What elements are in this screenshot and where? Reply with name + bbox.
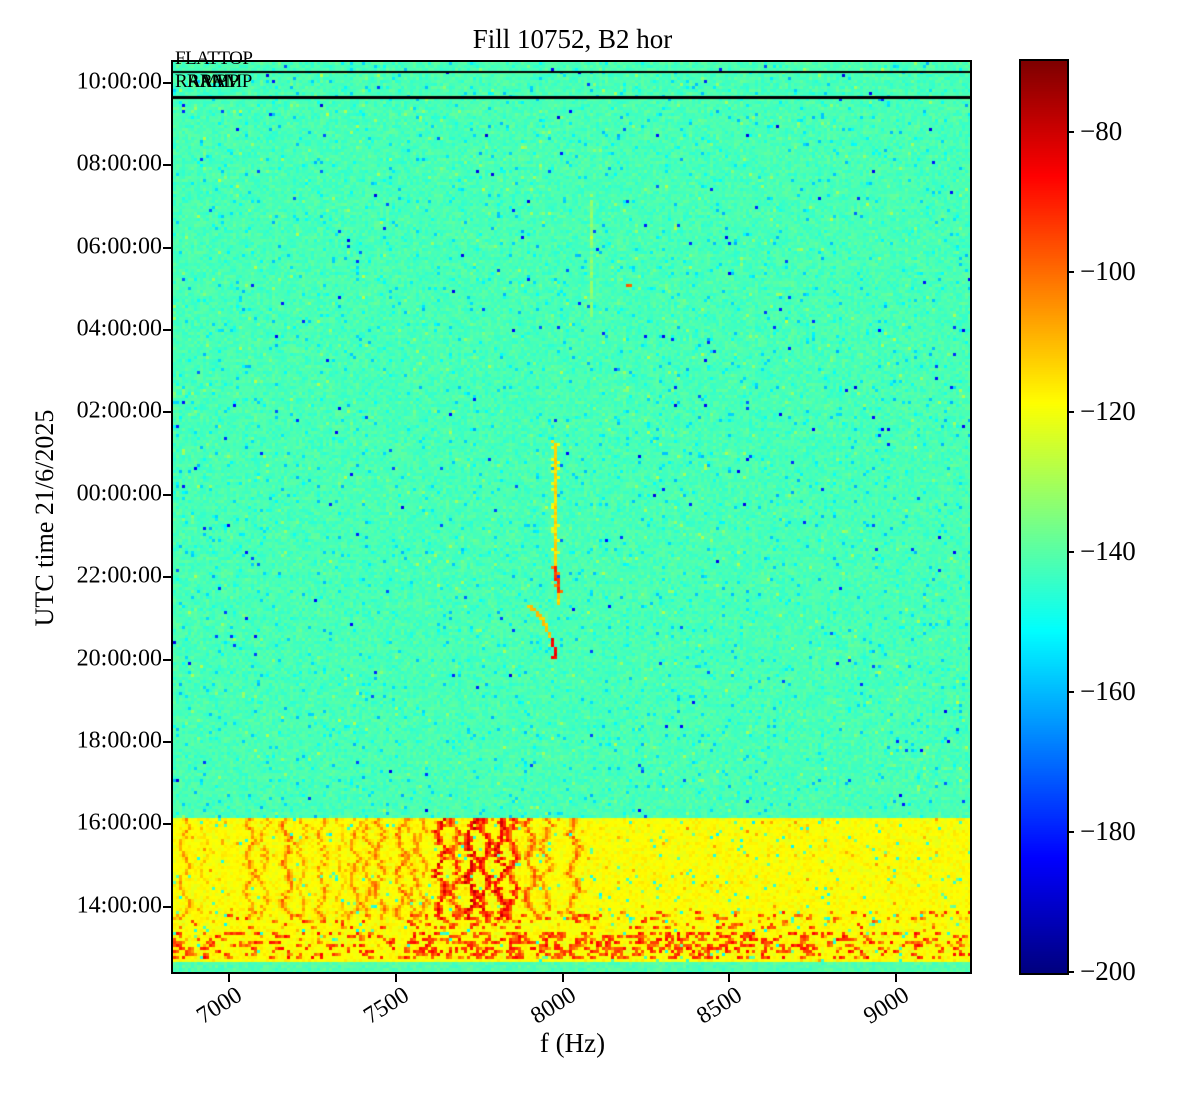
colorbar-tick-label: −140 bbox=[1080, 535, 1136, 566]
colorbar-tick-mark bbox=[1067, 970, 1074, 973]
x-tick-label: 8000 bbox=[525, 982, 581, 1030]
colorbar-tick-label: −80 bbox=[1080, 115, 1123, 146]
y-axis-label: UTC time 21/6/2025 bbox=[30, 409, 59, 627]
colorbar-tick-mark bbox=[1067, 270, 1074, 273]
colorbar-tick-mark bbox=[1067, 550, 1074, 553]
y-tick-mark bbox=[163, 411, 171, 414]
y-tick-mark bbox=[163, 329, 171, 332]
y-tick-label: 04:00:00 bbox=[76, 315, 162, 342]
x-tick-mark bbox=[895, 974, 898, 982]
x-tick-label: 7500 bbox=[359, 982, 414, 1030]
x-tick-label: 7000 bbox=[192, 982, 247, 1030]
colorbar-tick-label: −160 bbox=[1080, 675, 1136, 706]
x-tick-mark bbox=[228, 974, 231, 982]
y-tick-mark bbox=[163, 823, 171, 826]
y-tick-label: 08:00:00 bbox=[76, 150, 162, 177]
colorbar-tick-label: −180 bbox=[1080, 815, 1136, 846]
x-tick-label: 9000 bbox=[859, 982, 915, 1030]
beam-mode-label-ramp-1: RAMP bbox=[175, 71, 227, 92]
colorbar-tick-label: −200 bbox=[1080, 955, 1136, 986]
x-tick-label: 8500 bbox=[692, 982, 748, 1030]
y-tick-label: 00:00:00 bbox=[76, 480, 162, 507]
y-tick-label: 02:00:00 bbox=[76, 397, 162, 424]
colorbar bbox=[1019, 59, 1069, 975]
y-tick-mark bbox=[163, 658, 171, 661]
x-axis-label: f (Hz) bbox=[539, 1028, 606, 1058]
colorbar-tick-mark bbox=[1067, 690, 1074, 693]
beam-mode-label-ramp-2: RAMP bbox=[187, 71, 239, 92]
colorbar-tick-mark bbox=[1067, 410, 1074, 413]
y-tick-mark bbox=[163, 740, 171, 743]
y-tick-label: 14:00:00 bbox=[76, 891, 162, 918]
y-tick-mark bbox=[163, 493, 171, 496]
y-tick-label: 16:00:00 bbox=[76, 809, 162, 836]
colorbar-tick-mark bbox=[1067, 830, 1074, 833]
y-tick-label: 18:00:00 bbox=[76, 727, 162, 754]
plot-area bbox=[171, 60, 972, 974]
beam-mode-label-flattop: FLATTOP bbox=[175, 48, 253, 69]
y-tick-label: 20:00:00 bbox=[76, 644, 162, 671]
colorbar-tick-label: −120 bbox=[1080, 395, 1136, 426]
x-tick-mark bbox=[394, 974, 397, 982]
plot-title: Fill 10752, B2 hor bbox=[472, 24, 673, 54]
y-tick-mark bbox=[163, 576, 171, 579]
spectrogram-canvas bbox=[173, 62, 970, 972]
y-tick-mark bbox=[163, 905, 171, 908]
x-tick-mark bbox=[728, 974, 731, 982]
y-tick-mark bbox=[163, 246, 171, 249]
colorbar-tick-mark bbox=[1067, 130, 1074, 133]
y-tick-mark bbox=[163, 82, 171, 85]
y-tick-label: 22:00:00 bbox=[76, 562, 162, 589]
y-tick-label: 06:00:00 bbox=[76, 233, 162, 260]
y-tick-label: 10:00:00 bbox=[76, 68, 162, 95]
x-tick-mark bbox=[561, 974, 564, 982]
colorbar-tick-label: −100 bbox=[1080, 255, 1136, 286]
beam-mode-label-ramp-3: RAMP bbox=[200, 71, 252, 92]
y-tick-mark bbox=[163, 164, 171, 167]
colorbar-canvas bbox=[1021, 61, 1067, 973]
